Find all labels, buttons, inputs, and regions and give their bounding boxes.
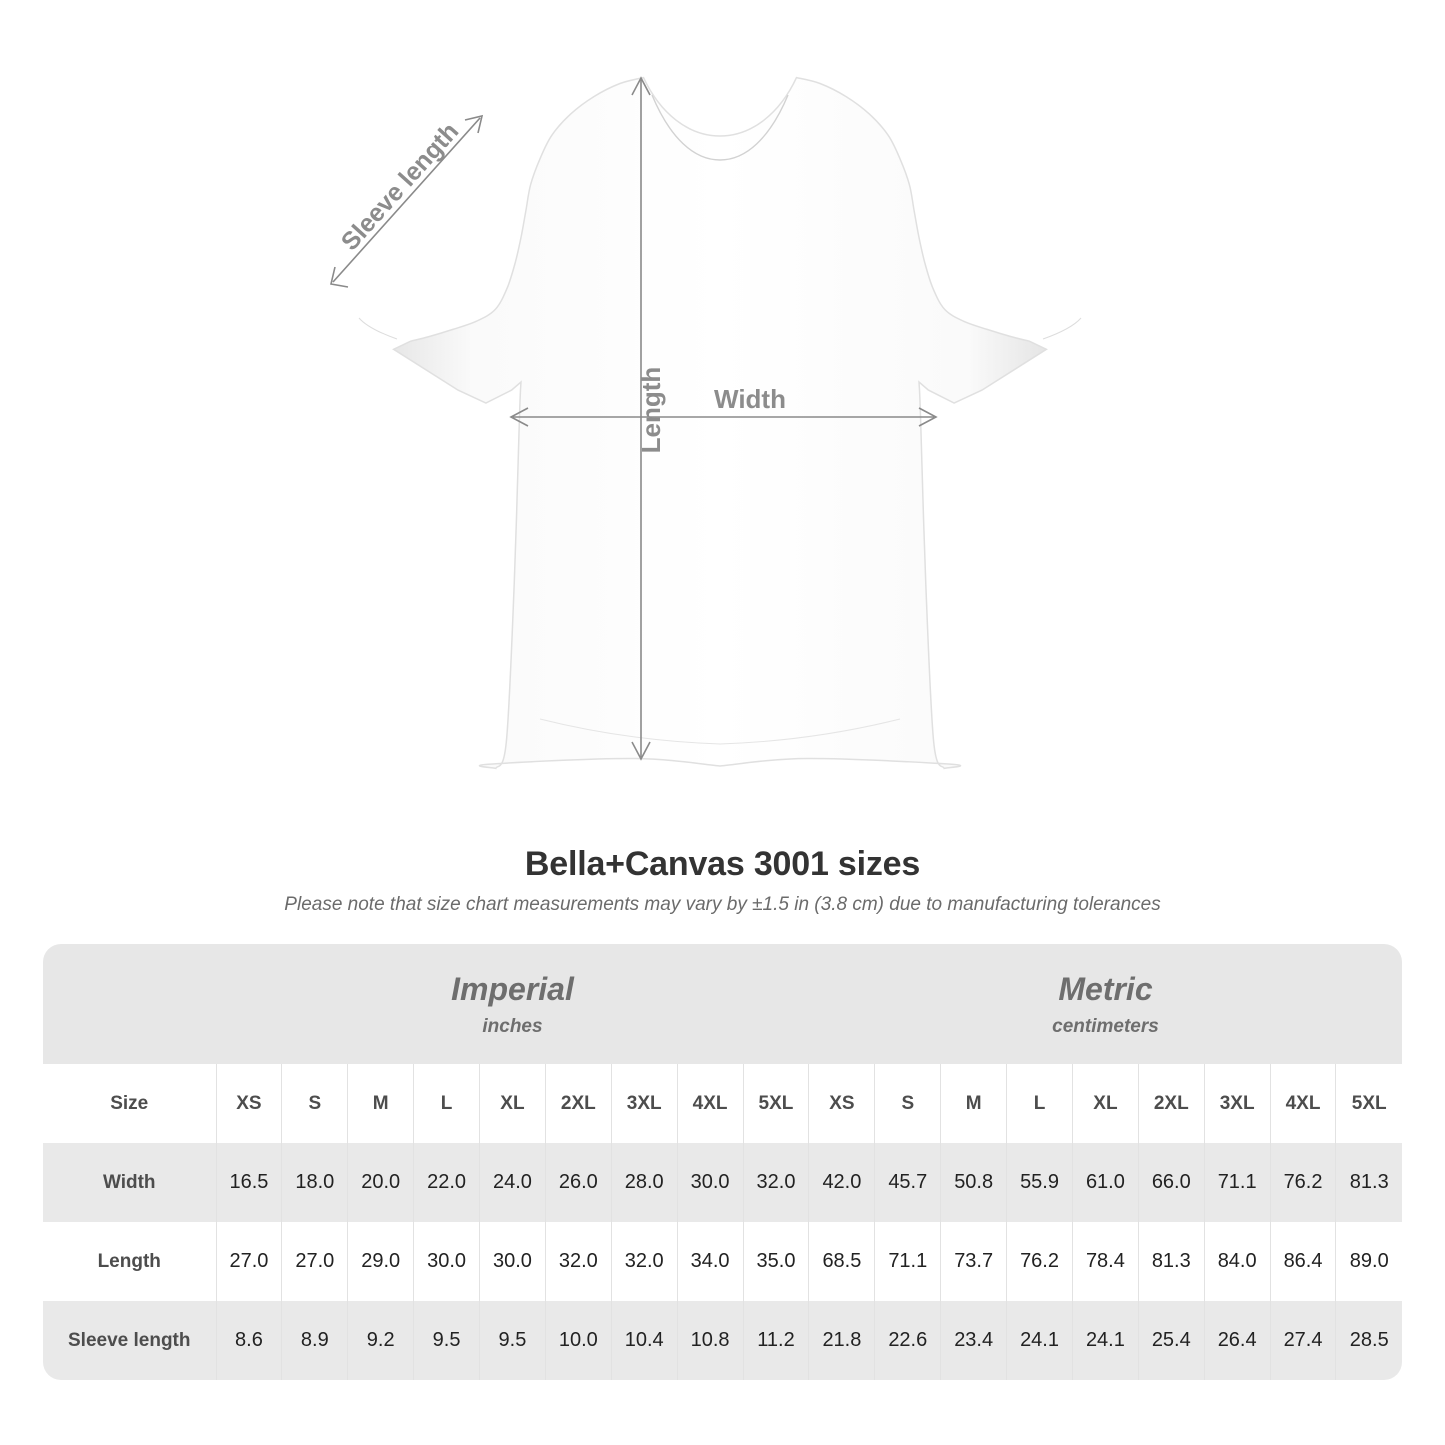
svg-text:Length: Length (636, 367, 666, 454)
svg-text:Width: Width (714, 384, 786, 414)
svg-text:Sleeve length: Sleeve length (336, 117, 464, 256)
